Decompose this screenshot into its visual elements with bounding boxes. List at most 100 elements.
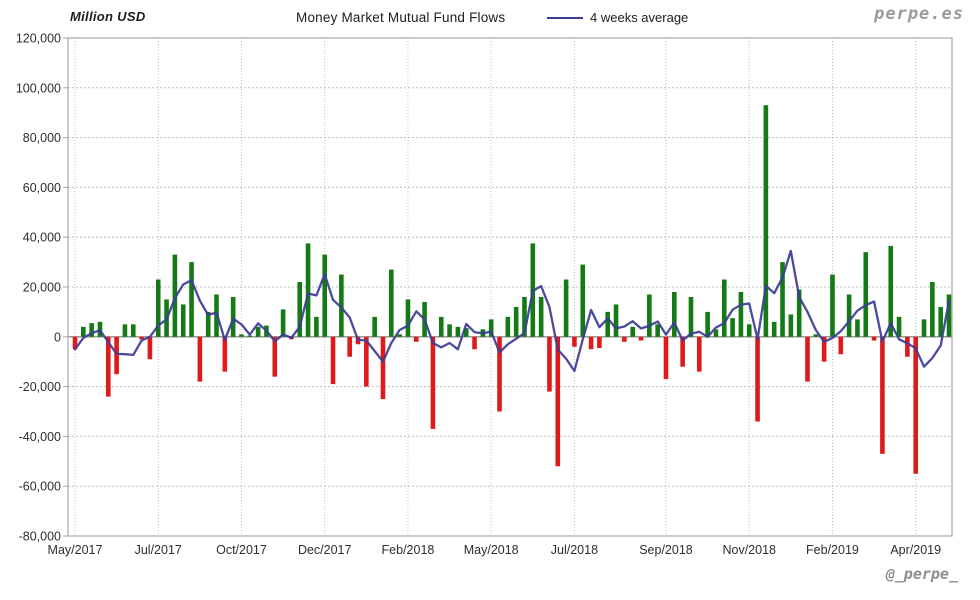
positive-flow-bar bbox=[205, 311, 211, 337]
twitter-handle: @_perpe_ bbox=[885, 565, 958, 583]
y-tick-label: 40,000 bbox=[23, 231, 61, 245]
negative-flow-bar bbox=[413, 336, 419, 342]
site-watermark: perpe.es bbox=[874, 4, 964, 24]
positive-flow-bar bbox=[655, 324, 660, 337]
positive-flow-bar bbox=[813, 334, 819, 337]
positive-flow-bar bbox=[505, 316, 511, 337]
negative-flow-bar bbox=[472, 336, 477, 350]
plot-frame bbox=[67, 37, 953, 537]
positive-flow-bar bbox=[605, 311, 611, 337]
positive-flow-bar bbox=[230, 296, 236, 337]
y-tick-label: 60,000 bbox=[23, 181, 61, 195]
positive-flow-bar bbox=[672, 291, 677, 337]
positive-flow-bar bbox=[372, 316, 377, 337]
positive-flow-bar bbox=[155, 279, 161, 337]
negative-flow-bar bbox=[114, 336, 119, 375]
positive-flow-bar bbox=[888, 245, 894, 337]
negative-flow-bar bbox=[913, 336, 919, 474]
negative-flow-bar bbox=[430, 336, 436, 429]
negative-flow-bar bbox=[871, 336, 877, 341]
legend-line-swatch-icon bbox=[547, 16, 583, 19]
positive-flow-bar bbox=[438, 316, 444, 337]
positive-flow-bar bbox=[780, 262, 785, 337]
positive-flow-bar bbox=[180, 304, 186, 337]
positive-flow-bar bbox=[247, 335, 253, 337]
x-tick-label: Feb/2019 bbox=[806, 543, 859, 557]
negative-flow-bar bbox=[272, 336, 278, 377]
positive-flow-bar bbox=[81, 326, 86, 337]
y-tick-label: 100,000 bbox=[16, 81, 61, 95]
negative-flow-bar bbox=[680, 336, 685, 367]
x-tick-label: Sep/2018 bbox=[639, 543, 693, 557]
positive-flow-bar bbox=[688, 296, 694, 337]
positive-flow-bar bbox=[513, 306, 519, 337]
positive-flow-bar bbox=[447, 324, 452, 337]
positive-flow-bar bbox=[930, 282, 935, 337]
x-tick-label: Feb/2018 bbox=[382, 543, 435, 557]
positive-flow-bar bbox=[830, 274, 835, 337]
positive-flow-bar bbox=[172, 254, 178, 337]
positive-flow-bar bbox=[771, 321, 777, 337]
x-tick-label: May/2018 bbox=[464, 543, 519, 557]
positive-flow-bar bbox=[463, 328, 469, 337]
legend: 4 weeks average bbox=[547, 10, 688, 25]
positive-flow-bar bbox=[630, 326, 635, 337]
negative-flow-bar bbox=[105, 336, 111, 397]
positive-flow-bar bbox=[788, 314, 794, 337]
y-tick-label: -60,000 bbox=[19, 480, 61, 494]
negative-flow-bar bbox=[821, 336, 827, 362]
positive-flow-bar bbox=[455, 326, 461, 337]
y-tick-label: -40,000 bbox=[19, 430, 61, 444]
y-tick-label: 120,000 bbox=[16, 32, 61, 46]
four-week-average-line bbox=[73, 249, 951, 373]
negative-flow-bar bbox=[330, 336, 336, 385]
negative-flow-bar bbox=[72, 336, 78, 350]
chart-header: Million USD Money Market Mutual Fund Flo… bbox=[0, 0, 980, 36]
x-tick-label: Jul/2017 bbox=[135, 543, 182, 557]
positive-flow-bar bbox=[405, 299, 411, 337]
x-tick-label: Apr/2019 bbox=[890, 543, 941, 557]
positive-flow-bar bbox=[538, 296, 544, 337]
positive-flow-bar bbox=[946, 294, 952, 337]
negative-flow-bar bbox=[139, 336, 144, 340]
y-tick-label: 0 bbox=[54, 330, 61, 344]
positive-flow-bar bbox=[189, 262, 194, 337]
positive-flow-bar bbox=[613, 304, 619, 337]
positive-flow-bar bbox=[647, 294, 652, 337]
positive-flow-bar bbox=[863, 252, 869, 337]
positive-flow-bar bbox=[855, 319, 860, 337]
positive-flow-bar bbox=[938, 306, 943, 337]
positive-flow-bar bbox=[563, 279, 569, 337]
y-tick-label: 80,000 bbox=[23, 131, 61, 145]
positive-flow-bar bbox=[522, 296, 527, 337]
negative-flow-bar bbox=[147, 336, 153, 360]
negative-flow-bar bbox=[597, 336, 602, 349]
positive-flow-bar bbox=[255, 326, 261, 337]
positive-flow-bar bbox=[130, 324, 136, 337]
positive-flow-bar bbox=[896, 316, 902, 337]
x-tick-label: Nov/2018 bbox=[722, 543, 776, 557]
negative-flow-bar bbox=[663, 336, 669, 380]
legend-label: 4 weeks average bbox=[590, 10, 689, 25]
negative-flow-bar bbox=[838, 336, 844, 355]
positive-flow-bar bbox=[89, 323, 94, 337]
x-tick-label: Dec/2017 bbox=[298, 543, 352, 557]
negative-flow-bar bbox=[622, 336, 627, 342]
positive-flow-bar bbox=[796, 289, 802, 337]
x-tick-label: May/2017 bbox=[48, 543, 103, 557]
y-tick-label: -20,000 bbox=[19, 380, 61, 394]
positive-flow-bar bbox=[297, 282, 303, 337]
positive-flow-bar bbox=[763, 105, 769, 337]
y-tick-label: 20,000 bbox=[23, 281, 61, 295]
positive-flow-bar bbox=[389, 269, 394, 337]
negative-flow-bar bbox=[347, 336, 352, 357]
negative-flow-bar bbox=[588, 336, 594, 350]
x-tick-label: Oct/2017 bbox=[216, 543, 267, 557]
positive-flow-bar bbox=[122, 324, 128, 337]
positive-flow-bar bbox=[239, 334, 244, 337]
negative-flow-bar bbox=[905, 336, 910, 357]
positive-flow-bar bbox=[580, 264, 586, 337]
positive-flow-bar bbox=[730, 318, 735, 337]
positive-flow-bar bbox=[746, 324, 752, 337]
